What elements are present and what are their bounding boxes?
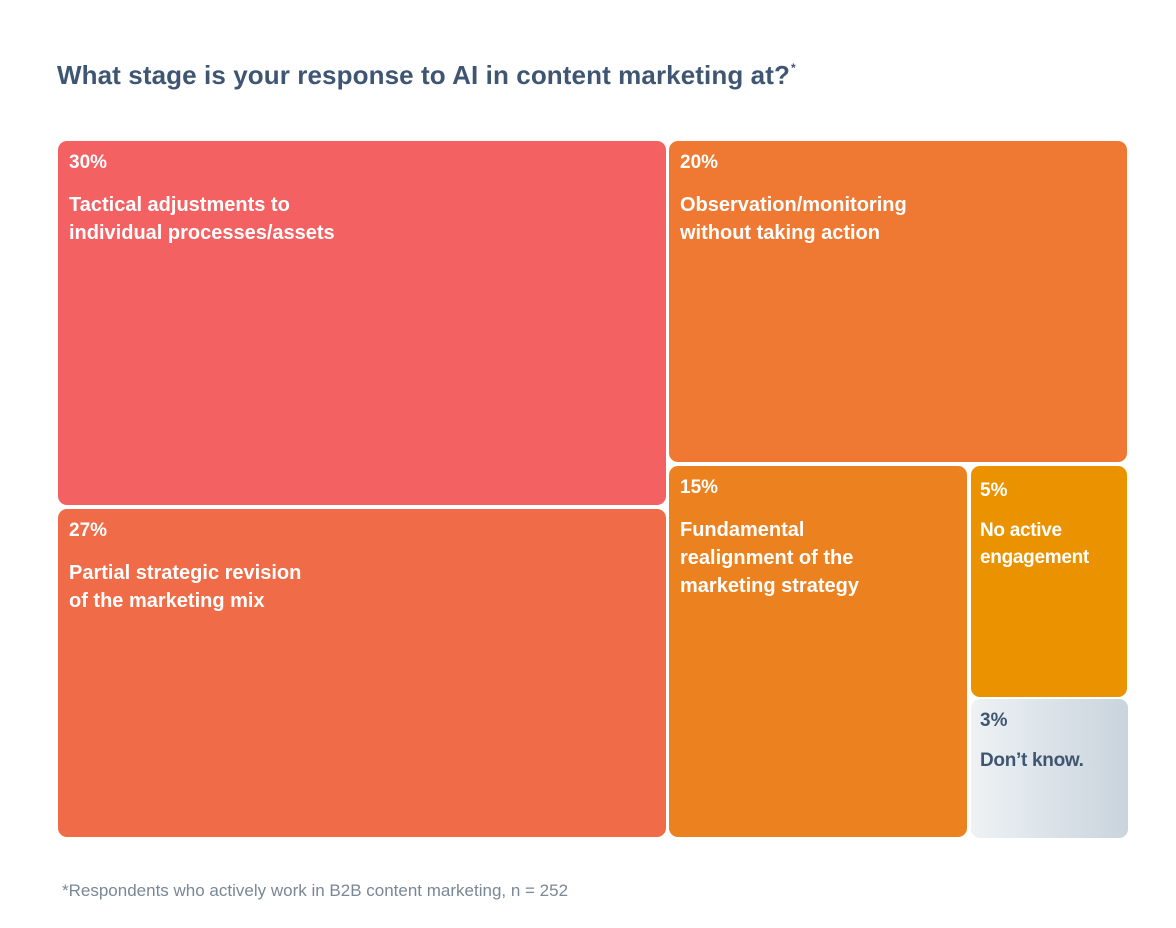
tile-no-active: 5% No active engagement [971, 466, 1127, 697]
tile-tactical-value: 30% [69, 152, 108, 173]
tile-fundamental-value: 15% [680, 477, 719, 498]
tile-no-active-label: No active engagement [980, 520, 1089, 568]
tile-partial-value: 27% [69, 520, 108, 541]
chart-title: What stage is your response to AI in con… [57, 60, 796, 91]
tile-partial-label: Partial strategic revision of the market… [69, 562, 302, 612]
title-footnote-marker: * [790, 61, 796, 75]
tile-fundamental-label: Fundamental realignment of the marketing… [680, 519, 859, 597]
tile-dont-know-value: 3% [980, 710, 1008, 731]
tile-tactical: 30% Tactical adjustments to individual p… [58, 141, 666, 505]
tile-tactical-label: Tactical adjustments to individual proce… [69, 194, 335, 244]
tile-partial: 27% Partial strategic revision of the ma… [58, 509, 666, 837]
tile-observation-label: Observation/monitoring without taking ac… [680, 194, 907, 244]
chart-title-text: What stage is your response to AI in con… [57, 60, 790, 90]
tile-observation-value: 20% [680, 152, 719, 173]
tile-observation: 20% Observation/monitoring without takin… [669, 141, 1127, 462]
footnote: *Respondents who actively work in B2B co… [62, 881, 569, 900]
tile-no-active-value: 5% [980, 480, 1008, 501]
tile-dont-know-label: Don’t know. [980, 750, 1084, 771]
tile-fundamental: 15% Fundamental realignment of the marke… [669, 466, 967, 837]
tile-dont-know: 3% Don’t know. [971, 699, 1128, 838]
